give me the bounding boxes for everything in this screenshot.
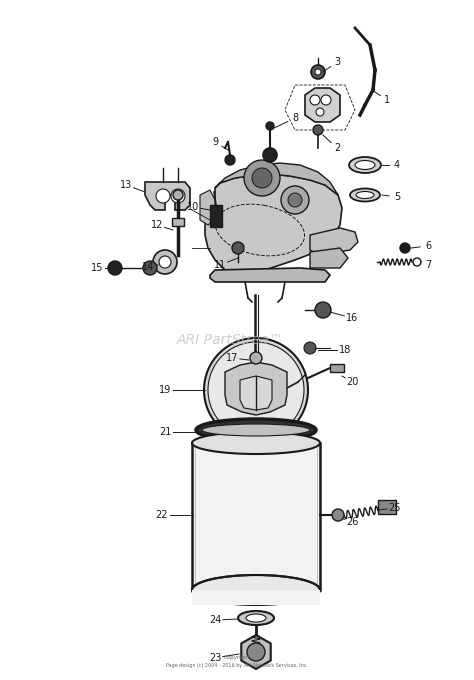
Circle shape xyxy=(171,189,185,203)
Circle shape xyxy=(173,190,183,200)
Text: 11: 11 xyxy=(214,260,226,270)
Ellipse shape xyxy=(238,611,274,625)
Text: 3: 3 xyxy=(334,57,340,67)
Text: 8: 8 xyxy=(292,113,298,123)
Text: Page design (c) 2004 - 2016 by ARI Network Services, Inc.: Page design (c) 2004 - 2016 by ARI Netwo… xyxy=(166,664,308,668)
Circle shape xyxy=(266,122,274,130)
Circle shape xyxy=(315,302,331,318)
Circle shape xyxy=(315,69,321,75)
Polygon shape xyxy=(215,163,338,195)
Circle shape xyxy=(225,155,235,165)
Circle shape xyxy=(313,125,323,135)
Bar xyxy=(330,364,344,372)
Circle shape xyxy=(288,193,302,207)
Circle shape xyxy=(321,95,331,105)
Circle shape xyxy=(159,256,171,268)
Circle shape xyxy=(304,342,316,354)
Circle shape xyxy=(281,186,309,214)
Polygon shape xyxy=(310,228,358,255)
Ellipse shape xyxy=(356,192,374,199)
Circle shape xyxy=(156,189,170,203)
Text: 21: 21 xyxy=(159,427,171,437)
Text: 2: 2 xyxy=(334,143,340,153)
Circle shape xyxy=(250,352,262,364)
Text: 15: 15 xyxy=(91,263,103,273)
Text: Copyright: Copyright xyxy=(224,656,250,660)
Text: 13: 13 xyxy=(120,180,132,190)
Text: 6: 6 xyxy=(425,241,431,251)
Circle shape xyxy=(208,342,304,438)
Text: 23: 23 xyxy=(209,653,221,663)
Text: 12: 12 xyxy=(151,220,163,230)
Text: 17: 17 xyxy=(226,353,238,363)
Ellipse shape xyxy=(192,432,320,454)
Polygon shape xyxy=(210,268,330,282)
Circle shape xyxy=(204,338,308,442)
Ellipse shape xyxy=(350,188,380,201)
Text: 18: 18 xyxy=(339,345,351,355)
Polygon shape xyxy=(310,248,348,268)
Text: ARI PartStrea™: ARI PartStrea™ xyxy=(177,333,283,347)
Text: 20: 20 xyxy=(346,377,358,387)
Circle shape xyxy=(413,258,421,266)
Bar xyxy=(172,218,184,226)
Bar xyxy=(192,590,320,605)
Circle shape xyxy=(252,168,272,188)
Text: 22: 22 xyxy=(156,510,168,520)
Ellipse shape xyxy=(202,424,310,436)
Polygon shape xyxy=(305,88,340,122)
Polygon shape xyxy=(205,174,342,278)
Ellipse shape xyxy=(349,157,381,173)
Ellipse shape xyxy=(196,419,316,441)
Ellipse shape xyxy=(355,160,375,169)
Polygon shape xyxy=(145,182,190,210)
Circle shape xyxy=(400,243,410,253)
Polygon shape xyxy=(200,190,215,225)
Circle shape xyxy=(263,148,277,162)
Circle shape xyxy=(316,108,324,116)
Circle shape xyxy=(153,250,177,274)
Text: 7: 7 xyxy=(425,260,431,270)
Circle shape xyxy=(332,509,344,521)
Circle shape xyxy=(310,95,320,105)
Text: 4: 4 xyxy=(394,160,400,170)
Bar xyxy=(210,205,222,227)
Text: 14: 14 xyxy=(142,262,154,272)
Ellipse shape xyxy=(192,575,320,605)
Text: 24: 24 xyxy=(209,615,221,625)
Text: 19: 19 xyxy=(159,385,171,395)
Circle shape xyxy=(247,643,265,661)
Polygon shape xyxy=(225,362,287,415)
Bar xyxy=(192,443,320,590)
Polygon shape xyxy=(241,635,271,669)
Text: 1: 1 xyxy=(384,95,390,105)
Text: 5: 5 xyxy=(394,192,400,202)
Circle shape xyxy=(311,65,325,79)
Text: 10: 10 xyxy=(187,202,199,212)
Ellipse shape xyxy=(246,614,266,622)
Circle shape xyxy=(108,261,122,275)
Circle shape xyxy=(244,160,280,196)
Bar xyxy=(378,500,396,514)
Circle shape xyxy=(143,261,157,275)
Text: 9: 9 xyxy=(212,137,218,147)
Polygon shape xyxy=(240,376,272,410)
Circle shape xyxy=(232,242,244,254)
Text: 26: 26 xyxy=(346,517,358,527)
Text: 25: 25 xyxy=(389,503,401,513)
Text: 16: 16 xyxy=(346,313,358,323)
